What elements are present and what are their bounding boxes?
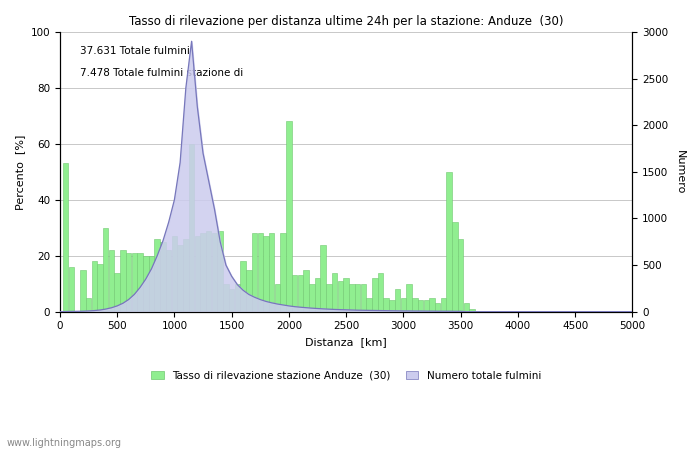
- Bar: [366, 298, 372, 312]
- Bar: [63, 163, 69, 312]
- Bar: [315, 278, 321, 312]
- Bar: [137, 253, 143, 312]
- Bar: [418, 301, 424, 312]
- Bar: [240, 261, 246, 312]
- Bar: [132, 253, 137, 312]
- Bar: [286, 122, 292, 312]
- Bar: [183, 239, 188, 312]
- Bar: [126, 253, 132, 312]
- Bar: [252, 234, 258, 312]
- Bar: [441, 298, 446, 312]
- Bar: [332, 273, 337, 312]
- Text: www.lightningmaps.org: www.lightningmaps.org: [7, 438, 122, 448]
- Bar: [274, 284, 280, 312]
- Bar: [108, 250, 114, 312]
- Bar: [155, 239, 160, 312]
- Bar: [263, 236, 269, 312]
- Bar: [435, 303, 440, 312]
- Bar: [429, 298, 435, 312]
- Y-axis label: Numero: Numero: [675, 150, 685, 194]
- Text: 37.631 Totale fulmini: 37.631 Totale fulmini: [80, 46, 190, 56]
- Bar: [395, 289, 400, 312]
- Bar: [407, 284, 412, 312]
- Bar: [463, 303, 469, 312]
- Bar: [166, 250, 172, 312]
- Bar: [372, 278, 377, 312]
- Bar: [114, 273, 120, 312]
- Bar: [86, 298, 91, 312]
- X-axis label: Distanza  [km]: Distanza [km]: [305, 337, 387, 347]
- Bar: [389, 301, 395, 312]
- Bar: [103, 228, 108, 312]
- Bar: [344, 278, 349, 312]
- Bar: [337, 281, 343, 312]
- Bar: [412, 298, 418, 312]
- Bar: [206, 230, 211, 312]
- Bar: [400, 298, 406, 312]
- Bar: [143, 256, 148, 312]
- Bar: [458, 239, 463, 312]
- Bar: [349, 284, 355, 312]
- Bar: [281, 234, 286, 312]
- Bar: [355, 284, 360, 312]
- Bar: [360, 284, 366, 312]
- Bar: [177, 244, 183, 312]
- Bar: [326, 284, 332, 312]
- Bar: [195, 236, 200, 312]
- Bar: [92, 261, 97, 312]
- Bar: [447, 172, 452, 312]
- Bar: [452, 222, 458, 312]
- Bar: [189, 144, 195, 312]
- Bar: [298, 275, 303, 312]
- Bar: [258, 234, 263, 312]
- Bar: [424, 301, 429, 312]
- Title: Tasso di rilevazione per distanza ultime 24h per la stazione: Anduze  (30): Tasso di rilevazione per distanza ultime…: [129, 15, 564, 28]
- Bar: [384, 298, 389, 312]
- Bar: [148, 256, 154, 312]
- Bar: [218, 230, 223, 312]
- Text: 7.478 Totale fulmini stazione di: 7.478 Totale fulmini stazione di: [80, 68, 243, 78]
- Bar: [321, 244, 326, 312]
- Bar: [303, 270, 309, 312]
- Legend: Tasso di rilevazione stazione Anduze  (30), Numero totale fulmini: Tasso di rilevazione stazione Anduze (30…: [147, 366, 545, 385]
- Bar: [80, 270, 85, 312]
- Bar: [234, 284, 240, 312]
- Bar: [378, 273, 383, 312]
- Bar: [211, 234, 217, 312]
- Bar: [469, 309, 475, 312]
- Bar: [97, 264, 103, 312]
- Y-axis label: Percento  [%]: Percento [%]: [15, 134, 25, 210]
- Bar: [200, 234, 206, 312]
- Bar: [269, 234, 274, 312]
- Bar: [246, 270, 251, 312]
- Bar: [223, 284, 229, 312]
- Bar: [160, 242, 166, 312]
- Bar: [120, 250, 125, 312]
- Bar: [292, 275, 298, 312]
- Bar: [172, 236, 177, 312]
- Bar: [229, 289, 234, 312]
- Bar: [309, 284, 314, 312]
- Bar: [69, 267, 74, 312]
